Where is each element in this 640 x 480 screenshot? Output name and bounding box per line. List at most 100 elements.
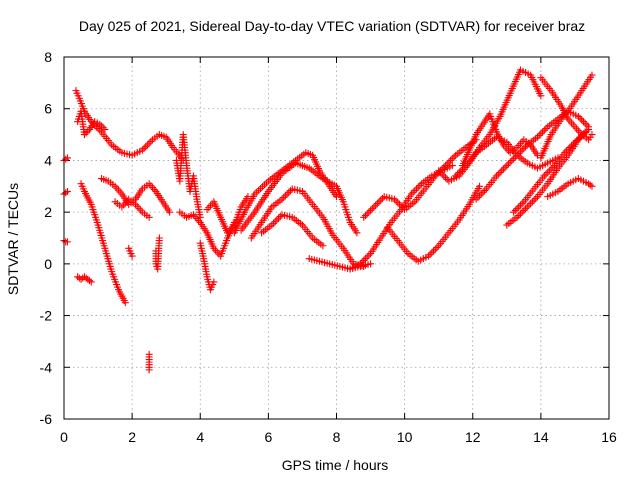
data-point	[142, 143, 150, 151]
data-point	[367, 260, 375, 268]
data-point	[435, 167, 443, 175]
y-axis-label: SDTVAR / TECUs	[5, 183, 21, 295]
data-point	[281, 192, 289, 200]
y-tick-label: 2	[44, 204, 52, 220]
data-point	[121, 299, 129, 307]
data-point	[513, 151, 521, 159]
series-sat-aa	[459, 110, 541, 170]
series-sat-e	[74, 107, 109, 139]
data-point	[363, 253, 371, 261]
data-point	[516, 201, 524, 209]
data-point	[588, 182, 596, 190]
data-point	[365, 251, 373, 259]
series-sat-l	[152, 234, 163, 273]
data-point	[443, 160, 451, 168]
data-point	[433, 243, 441, 251]
series-sat-ae	[537, 71, 596, 162]
data-point	[396, 200, 404, 208]
data-point	[431, 172, 439, 180]
data-point	[569, 140, 577, 148]
series-sat-s	[247, 185, 368, 270]
data-point	[523, 203, 531, 211]
data-point	[450, 153, 458, 161]
data-point	[333, 193, 340, 201]
y-tick-label: 4	[44, 152, 52, 168]
data-point	[566, 144, 574, 151]
data-point	[586, 181, 594, 189]
data-point	[510, 208, 518, 216]
data-point	[481, 187, 489, 195]
data-point	[544, 168, 552, 176]
data-point	[571, 138, 579, 146]
data-point	[365, 208, 373, 216]
data-point	[436, 168, 444, 176]
data-point	[363, 210, 371, 218]
data-point	[367, 206, 375, 214]
data-point	[561, 149, 569, 157]
y-tick-label: 0	[44, 256, 52, 272]
data-point	[533, 133, 541, 141]
data-point	[518, 200, 526, 208]
data-point	[353, 229, 361, 237]
data-point	[413, 185, 421, 193]
data-point	[87, 278, 95, 286]
data-point	[424, 252, 432, 260]
data-point	[547, 165, 555, 173]
data-point	[520, 206, 528, 214]
data-point	[516, 210, 524, 218]
series-sat-f	[74, 273, 95, 286]
series-sat-k	[145, 350, 153, 374]
data-point	[390, 195, 398, 203]
data-point	[576, 114, 584, 122]
series-sat-t	[258, 211, 327, 250]
data-point	[477, 190, 485, 198]
data-point	[573, 137, 581, 145]
series-sat-p	[203, 193, 252, 237]
data-point	[522, 205, 530, 213]
data-point	[440, 163, 448, 171]
data-point	[506, 158, 514, 166]
data-point	[62, 155, 70, 163]
data-point	[62, 189, 70, 197]
data-point	[581, 119, 589, 127]
data-point	[145, 139, 153, 147]
x-tick-label: 4	[196, 429, 204, 445]
data-point	[532, 194, 540, 202]
series-sat-u	[305, 255, 375, 273]
series-sat-m	[172, 131, 204, 221]
data-point	[513, 213, 521, 221]
data-point	[540, 126, 548, 134]
series-sat-af	[544, 175, 596, 201]
data-point	[518, 146, 526, 154]
data-point	[574, 112, 582, 120]
data-point	[516, 148, 524, 156]
data-point	[275, 214, 283, 222]
data-point	[409, 188, 417, 196]
data-point	[588, 71, 596, 79]
data-point	[479, 188, 487, 196]
data-point	[143, 141, 151, 149]
x-tick-label: 16	[601, 429, 617, 445]
data-point	[460, 163, 468, 171]
y-tick-label: -4	[40, 359, 53, 375]
data-point	[268, 221, 276, 229]
data-point	[445, 158, 453, 166]
series-sat-n	[176, 208, 238, 260]
data-point	[508, 156, 516, 164]
chart-title: Day 025 of 2021, Sidereal Day-to-day VTE…	[79, 18, 585, 34]
data-point	[511, 206, 519, 214]
data-point	[499, 165, 507, 173]
data-point	[442, 162, 449, 170]
data-point	[361, 212, 369, 220]
data-point	[278, 195, 286, 203]
data-point	[440, 172, 448, 180]
data-point	[430, 247, 438, 255]
data-point	[562, 147, 570, 155]
data-point	[63, 187, 71, 195]
y-tick-label: 8	[44, 49, 52, 65]
data-point	[574, 135, 582, 143]
data-point	[527, 200, 535, 208]
data-point	[583, 121, 591, 129]
series-sat-i	[111, 195, 153, 221]
